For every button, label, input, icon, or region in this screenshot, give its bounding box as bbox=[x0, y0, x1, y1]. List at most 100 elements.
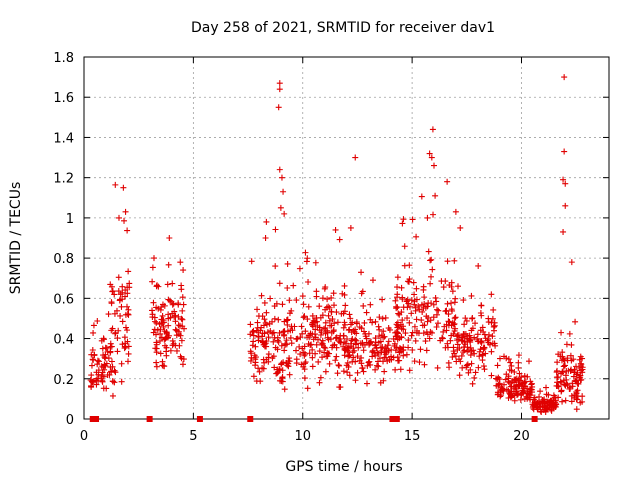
data-point bbox=[413, 327, 420, 334]
data-point bbox=[254, 306, 261, 313]
data-point bbox=[253, 378, 260, 385]
data-point bbox=[307, 342, 314, 349]
data-point bbox=[177, 353, 184, 360]
data-point bbox=[536, 393, 543, 400]
x-tick-label: 5 bbox=[189, 429, 197, 444]
data-point bbox=[297, 351, 304, 358]
x-tick-label: 0 bbox=[80, 429, 88, 444]
data-point bbox=[347, 315, 354, 322]
data-point bbox=[569, 383, 576, 390]
data-point bbox=[279, 378, 286, 385]
data-point bbox=[543, 384, 550, 391]
data-point bbox=[405, 344, 412, 351]
data-point bbox=[469, 325, 476, 332]
data-point bbox=[157, 326, 164, 333]
data-point bbox=[372, 352, 379, 359]
data-point bbox=[349, 336, 356, 343]
data-point bbox=[278, 342, 285, 349]
data-point bbox=[418, 301, 425, 308]
data-point bbox=[104, 372, 111, 379]
data-point bbox=[265, 334, 272, 341]
data-point bbox=[508, 383, 515, 390]
data-point bbox=[272, 226, 279, 233]
data-point bbox=[300, 301, 307, 308]
data-point bbox=[342, 340, 349, 347]
data-point bbox=[421, 361, 428, 368]
data-point bbox=[489, 315, 496, 322]
data-point bbox=[523, 393, 530, 400]
data-point bbox=[553, 374, 560, 381]
data-point bbox=[304, 385, 311, 392]
data-point bbox=[432, 294, 439, 301]
data-point bbox=[377, 379, 384, 386]
data-point bbox=[125, 350, 132, 357]
data-point bbox=[380, 328, 387, 335]
data-point bbox=[276, 80, 283, 87]
data-point bbox=[107, 349, 114, 356]
data-point bbox=[412, 307, 419, 314]
data-point bbox=[467, 339, 474, 346]
data-point bbox=[89, 356, 96, 363]
data-point bbox=[503, 371, 510, 378]
data-point bbox=[395, 310, 402, 317]
data-point bbox=[433, 311, 440, 318]
data-point bbox=[467, 352, 474, 359]
data-point bbox=[427, 280, 434, 287]
data-point bbox=[96, 358, 103, 365]
data-point bbox=[309, 363, 316, 370]
data-point bbox=[415, 303, 422, 310]
data-point bbox=[169, 301, 176, 308]
data-point bbox=[109, 392, 116, 399]
data-point bbox=[521, 372, 528, 379]
data-point bbox=[165, 296, 172, 303]
data-point bbox=[340, 332, 347, 339]
data-point bbox=[363, 335, 370, 342]
data-point bbox=[281, 318, 288, 325]
data-point bbox=[321, 349, 328, 356]
data-point bbox=[152, 345, 159, 352]
data-point bbox=[446, 318, 453, 325]
data-point bbox=[181, 325, 188, 332]
data-point bbox=[411, 298, 418, 305]
data-point bbox=[291, 323, 298, 330]
data-point bbox=[149, 264, 156, 271]
data-point bbox=[451, 257, 458, 264]
data-point bbox=[284, 321, 291, 328]
data-point bbox=[330, 327, 337, 334]
data-point bbox=[579, 366, 586, 373]
data-point bbox=[458, 352, 465, 359]
data-point bbox=[454, 341, 461, 348]
data-point bbox=[99, 345, 106, 352]
data-point bbox=[418, 317, 425, 324]
data-points bbox=[87, 74, 586, 422]
data-point bbox=[409, 347, 416, 354]
data-point bbox=[331, 320, 338, 327]
data-point bbox=[281, 347, 288, 354]
data-point bbox=[319, 312, 326, 319]
data-point bbox=[310, 336, 317, 343]
data-point bbox=[312, 259, 319, 266]
data-point bbox=[258, 292, 265, 299]
data-point bbox=[511, 368, 518, 375]
data-point bbox=[325, 350, 332, 357]
data-point bbox=[172, 312, 179, 319]
data-point bbox=[513, 375, 520, 382]
data-point bbox=[260, 356, 267, 363]
data-point bbox=[478, 339, 485, 346]
data-point bbox=[150, 299, 157, 306]
data-point bbox=[552, 399, 559, 406]
data-point bbox=[322, 324, 329, 331]
data-point bbox=[367, 301, 374, 308]
data-point bbox=[352, 377, 359, 384]
data-point bbox=[94, 318, 101, 325]
data-point bbox=[507, 359, 514, 366]
data-point bbox=[341, 308, 348, 315]
data-point bbox=[404, 278, 411, 285]
data-point bbox=[452, 208, 459, 215]
data-point bbox=[162, 335, 169, 342]
data-point bbox=[566, 330, 573, 337]
data-point bbox=[433, 324, 440, 331]
data-point bbox=[290, 282, 297, 289]
data-point bbox=[302, 328, 309, 335]
data-point bbox=[286, 355, 293, 362]
